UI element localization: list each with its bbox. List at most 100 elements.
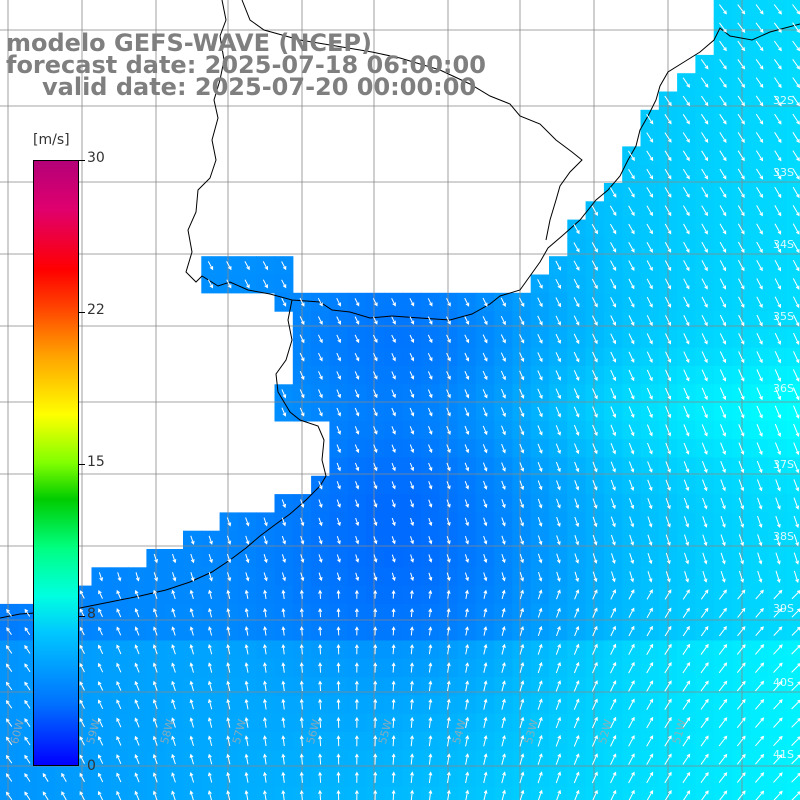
wind-arrow [537,698,543,710]
wind-arrow [116,662,122,673]
wind-arrow [556,516,561,527]
colorbar-tickmark [79,312,85,313]
wind-arrow [464,554,469,563]
wind-arrow [700,753,709,765]
wind-arrow [738,333,745,345]
wind-arrow [774,296,781,309]
wind-arrow [665,315,671,327]
wind-arrow [134,608,140,618]
wind-arrow [629,479,635,491]
wind-arrow [628,260,635,272]
wind-arrow [318,499,323,508]
wind-arrow [537,498,543,509]
wind-arrow [756,351,763,364]
wind-arrow [5,681,13,691]
wind-arrow [718,643,728,655]
wind-arrow [171,626,176,636]
wind-arrow [465,643,469,655]
wind-arrow [171,772,176,783]
wind-arrow [318,735,323,747]
wind-arrow [226,261,232,271]
wind-arrow [207,698,213,710]
wind-arrow [610,607,616,618]
wind-arrow [537,607,543,618]
wind-arrow [428,536,433,545]
wind-arrow [556,480,561,491]
wind-arrow [700,95,709,107]
wind-arrow [500,315,506,326]
coastline [0,0,800,619]
wind-arrow [610,388,617,400]
wind-arrow [628,753,635,765]
wind-arrow [755,680,765,692]
wind-arrow [665,571,671,583]
wind-arrow [465,734,470,747]
wind-arrow [683,223,690,235]
lat-label: 40S [773,676,794,689]
wind-arrow [299,370,305,381]
wind-arrow [592,424,598,437]
wind-cell [622,786,642,800]
wind-arrow [683,278,690,290]
wind-arrow [519,680,525,692]
wind-arrow [446,662,451,673]
wind-arrow [683,461,690,473]
wind-arrow [700,113,709,125]
wind-arrow [207,680,213,692]
wind-cell [786,494,800,513]
wind-arrow [373,698,378,710]
wind-arrow [574,535,580,546]
wind-arrow [610,680,617,692]
wind-arrow [24,627,31,636]
lat-label: 37S [773,458,794,471]
wind-cell [786,219,800,239]
wind-arrow [281,517,286,527]
wind-arrow [446,444,451,454]
wind-arrow [738,387,745,401]
wind-arrow [171,662,176,673]
wind-arrow [646,387,653,400]
wind-arrow [737,223,745,235]
wind-arrow [646,369,653,382]
wind-arrow [336,426,341,435]
wind-arrow [719,790,728,800]
wind-arrow [189,589,194,600]
wind-cell [786,695,800,715]
wind-arrow [573,278,580,290]
wind-arrow [610,661,617,674]
wind-arrow [300,554,305,563]
wind-arrow [336,554,341,563]
wind-cell [786,18,800,38]
wind-arrow [664,607,672,618]
wind-arrow [373,589,378,599]
lat-label: 39S [773,602,794,615]
wind-arrow [773,608,783,618]
wind-arrow [336,643,341,655]
wind-arrow [409,644,414,655]
wind-arrow [664,589,672,600]
wind-arrow [318,716,323,728]
colorbar [33,160,79,766]
wind-arrow [773,22,782,33]
wind-arrow [446,734,451,747]
wind-arrow [500,407,506,418]
wind-arrow [720,570,726,583]
wind-arrow [719,241,727,253]
wind-arrow [281,389,287,399]
wind-arrow [793,515,799,529]
wind-arrow [755,4,764,15]
wind-arrow [610,315,616,326]
wind-arrow [755,753,765,765]
wind-arrow [391,680,396,692]
wind-arrow [336,389,341,399]
wind-arrow [373,608,378,618]
wind-arrow [737,260,745,272]
wind-arrow [537,661,543,674]
wind-arrow [774,442,781,456]
wind-arrow [537,480,543,491]
wind-arrow [682,150,690,162]
wind-arrow [391,589,396,599]
wind-arrow [665,534,671,546]
wind-arrow [373,735,378,747]
